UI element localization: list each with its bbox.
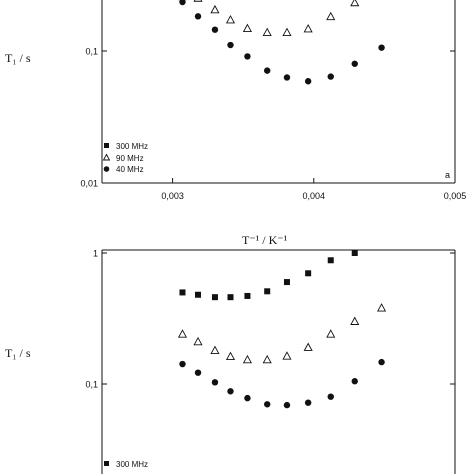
point-300mhz bbox=[351, 250, 358, 256]
x-tick-label: 0,005 bbox=[444, 191, 467, 201]
y-tick-label: 0,1 bbox=[85, 380, 98, 390]
point-90mhz bbox=[262, 354, 272, 364]
panel-b: T₁ / s 0,1 1 300 MHz bbox=[5, 249, 456, 474]
point-40mhz bbox=[264, 67, 271, 74]
point-90mhz bbox=[282, 27, 292, 36]
panel-b-legend: 300 MHz bbox=[104, 460, 148, 469]
x-tick-label: 0,003 bbox=[161, 191, 184, 201]
legend-300mhz-marker bbox=[104, 143, 109, 148]
point-40mhz bbox=[283, 74, 291, 81]
point-40mhz bbox=[179, 360, 186, 368]
legend-300mhz-label: 300 MHz bbox=[116, 142, 148, 151]
y-tick-label: 0,01 bbox=[80, 179, 98, 189]
point-300mhz bbox=[305, 270, 312, 277]
point-40mhz bbox=[378, 358, 385, 366]
point-90mhz bbox=[210, 4, 220, 14]
point-300mhz bbox=[195, 291, 202, 298]
point-90mhz bbox=[377, 303, 387, 312]
legend-90mhz-marker bbox=[102, 153, 111, 161]
point-300mhz bbox=[227, 294, 234, 301]
point-40mhz bbox=[327, 393, 334, 400]
point-90mhz bbox=[282, 351, 292, 360]
point-90mhz bbox=[303, 23, 313, 33]
point-40mhz bbox=[283, 401, 291, 409]
point-90mhz bbox=[225, 14, 236, 24]
panel-a-label: a bbox=[445, 170, 450, 180]
point-300mhz bbox=[211, 294, 218, 301]
point-90mhz bbox=[350, 316, 360, 325]
point-40mhz bbox=[227, 388, 234, 395]
legend-300mhz-marker bbox=[104, 461, 109, 466]
panel-a: T₁ / s T⁻¹ / K⁻¹ a 0,01 0,1 0,003 0,004 0,00… bbox=[5, 0, 466, 247]
point-90mhz bbox=[193, 0, 203, 2]
point-40mhz bbox=[211, 379, 219, 386]
point-90mhz bbox=[193, 336, 203, 346]
point-300mhz bbox=[244, 292, 251, 299]
point-300mhz bbox=[327, 257, 334, 264]
point-90mhz bbox=[326, 329, 336, 338]
legend-40mhz-marker bbox=[103, 166, 110, 172]
point-90mhz bbox=[242, 354, 252, 364]
point-90mhz bbox=[262, 27, 272, 36]
point-90mhz bbox=[242, 23, 252, 32]
legend-300mhz-label: 300 MHz bbox=[116, 460, 148, 469]
point-40mhz bbox=[194, 13, 202, 20]
y-tick-label: 1 bbox=[93, 249, 98, 259]
point-300mhz bbox=[179, 289, 186, 296]
point-300mhz bbox=[283, 279, 290, 286]
y-tick-label: 0,1 bbox=[85, 47, 98, 57]
point-40mhz bbox=[378, 44, 385, 51]
point-40mhz bbox=[351, 378, 358, 385]
point-90mhz bbox=[225, 351, 236, 361]
legend-90mhz-label: 90 MHz bbox=[116, 154, 144, 163]
panel-a-y-axis-title: T₁ / s bbox=[5, 51, 31, 65]
point-90mhz bbox=[350, 0, 360, 7]
point-40mhz bbox=[327, 73, 334, 80]
legend-40mhz-label: 40 MHz bbox=[116, 165, 144, 174]
point-40mhz bbox=[304, 399, 312, 406]
point-40mhz bbox=[244, 394, 251, 402]
point-40mhz bbox=[264, 401, 271, 408]
panel-a-x-axis-title: T⁻¹ / K⁻¹ bbox=[242, 233, 288, 247]
point-300mhz bbox=[264, 288, 271, 295]
x-tick-label: 0,004 bbox=[303, 191, 326, 201]
point-40mhz bbox=[244, 53, 251, 60]
point-90mhz bbox=[303, 342, 313, 351]
panel-a-legend: 300 MHz 90 MHz 40 MHz bbox=[102, 142, 148, 174]
point-90mhz bbox=[177, 329, 188, 338]
point-90mhz bbox=[210, 345, 220, 355]
point-40mhz bbox=[179, 0, 186, 6]
point-40mhz bbox=[304, 78, 312, 85]
point-40mhz bbox=[227, 41, 234, 49]
point-40mhz bbox=[211, 26, 219, 33]
point-90mhz bbox=[326, 11, 336, 21]
point-40mhz bbox=[194, 369, 202, 376]
panel-b-y-axis-title: T₁ / s bbox=[5, 346, 31, 360]
point-40mhz bbox=[351, 60, 358, 67]
